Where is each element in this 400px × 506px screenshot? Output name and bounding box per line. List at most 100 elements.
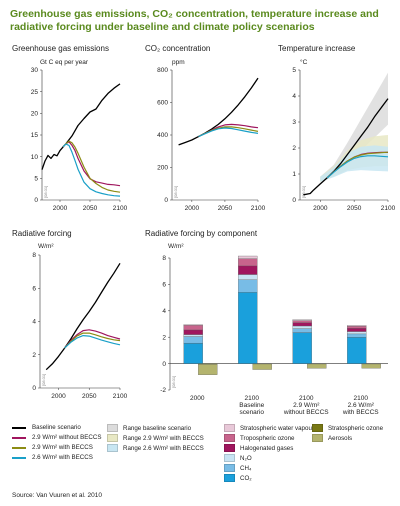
- legend-item: CH₄: [224, 464, 251, 472]
- uncertainty-range-band: [320, 145, 388, 182]
- bar-segment-halogenated: [238, 265, 258, 275]
- series-line-s26: [326, 155, 389, 179]
- legend-swatch: [224, 434, 235, 442]
- y-tick-label: 0: [162, 361, 166, 368]
- x-tick-label: 2050: [218, 205, 233, 212]
- bar-segment-ch4: [238, 279, 258, 293]
- bar-segment-trop_ozone: [183, 325, 203, 331]
- series-line-bau29: [198, 123, 259, 138]
- legend-label: CO₂: [240, 474, 252, 482]
- legend-item: Range 2.9 W/m² with BECCS: [107, 434, 204, 442]
- legend-swatch: [224, 444, 235, 452]
- legend-swatch: [312, 434, 323, 442]
- panel-title-temperature: Temperature increase: [278, 44, 356, 53]
- ylabel-forcing-components: W/m²: [168, 243, 184, 250]
- y-tick-label: 0: [292, 197, 296, 204]
- legend-item: N₂O: [224, 454, 252, 462]
- legend-label: Stratospheric water vapour: [240, 424, 314, 432]
- series-line-baseline: [41, 83, 121, 170]
- legend-label: Baseline scenario: [32, 424, 81, 431]
- category-label: with BECCS: [342, 409, 379, 416]
- legend-swatch: [12, 456, 26, 459]
- legend-label: Tropospheric ozone: [240, 434, 295, 442]
- legend-swatch: [224, 424, 235, 432]
- legend-item: Tropospheric ozone: [224, 434, 294, 442]
- y-tick-label: 5: [34, 176, 38, 183]
- source-note: Source: Van Vuuren et al. 2010: [12, 492, 102, 499]
- y-tick-label: 15: [31, 132, 39, 139]
- x-tick-label: 2100: [381, 205, 396, 212]
- legend-label: 2.6 W/m² with BECCS: [32, 454, 93, 461]
- x-tick-label: 2100: [113, 205, 128, 212]
- y-tick-label: 10: [31, 154, 39, 161]
- ylabel-forcing: W/m²: [38, 243, 54, 250]
- bar-segment-strat_water: [347, 325, 367, 327]
- bar-segment-ch4: [183, 336, 203, 344]
- legend-item: Stratospheric ozone: [312, 424, 383, 432]
- legend-item: Aerosols: [312, 434, 352, 442]
- y-tick-label: 8: [32, 252, 36, 259]
- bar-segment-ch4: [292, 328, 312, 333]
- x-tick-label: 2000: [51, 393, 66, 400]
- legend-item: Range baseline scenario: [107, 424, 191, 432]
- category-label: 2100: [299, 395, 314, 402]
- y-tick-label: 4: [32, 319, 36, 326]
- legend-label: Halogenated gases: [240, 444, 294, 452]
- legend-swatch: [224, 474, 235, 482]
- x-tick-label: 2100: [251, 205, 266, 212]
- y-tick-label: 4: [162, 308, 166, 315]
- category-label: 2000: [190, 395, 205, 402]
- bar-segment-aerosols: [198, 364, 218, 375]
- legend-swatch: [107, 444, 118, 452]
- y-tick-label: 0: [32, 385, 36, 392]
- y-tick-label: 2: [162, 334, 166, 341]
- category-label: Baseline: [239, 402, 264, 409]
- figure-title: Greenhouse gas emissions, CO₂ concentrat…: [10, 8, 379, 33]
- series-line-s29: [62, 140, 121, 193]
- x-tick-label: 2000: [185, 205, 200, 212]
- legend-item: Range 2.6 W/m² with BECCS: [107, 444, 204, 452]
- bar-segment-aerosols: [361, 363, 381, 369]
- x-tick-label: 2000: [53, 205, 68, 212]
- bar-segment-strat_water: [238, 255, 258, 259]
- y-tick-label: 2: [292, 145, 296, 152]
- figure-id-label: [08.01]: [173, 186, 178, 198]
- bar-segment-n2o: [183, 334, 203, 337]
- bar-segment-trop_ozone: [292, 320, 312, 323]
- bar-segment-n2o: [292, 325, 312, 329]
- bar-segment-co2: [347, 337, 367, 364]
- panel-title-co2: CO₂ concentration: [145, 44, 211, 53]
- figure-id-label: [08.01]: [43, 186, 48, 198]
- category-label: 2100: [354, 395, 369, 402]
- x-tick-label: 2000: [313, 205, 328, 212]
- ylabel-emissions: Gt C eq per year: [40, 59, 89, 66]
- figure-id-label: [08.01]: [171, 376, 176, 388]
- bar-segment-halogenated: [183, 329, 203, 335]
- legend-label: Range baseline scenario: [123, 424, 192, 432]
- y-tick-label: 20: [31, 111, 39, 118]
- y-tick-label: 600: [157, 100, 168, 107]
- bar-segment-trop_ozone: [238, 258, 258, 267]
- legend-item: 2.6 W/m² with BECCS: [12, 454, 93, 461]
- panel-title-forcing: Radiative forcing: [12, 229, 72, 238]
- y-tick-label: 0: [164, 197, 168, 204]
- bar-segment-co2: [292, 332, 312, 364]
- legend-label: 2.9 W/m² without BECCS: [32, 434, 102, 441]
- series-line-s26: [62, 143, 121, 197]
- legend-item: Stratospheric water vapour: [224, 424, 314, 432]
- y-tick-label: 400: [157, 132, 168, 139]
- y-tick-label: 3: [292, 119, 296, 126]
- bar-segment-aerosols: [307, 363, 327, 369]
- series-line-s26: [64, 335, 121, 349]
- legend-label: N₂O: [240, 454, 252, 462]
- category-label: 2.9 W/m²: [293, 402, 320, 409]
- legend-item: 2.9 W/m² without BECCS: [12, 434, 101, 441]
- x-tick-label: 2050: [83, 205, 98, 212]
- series-line-s26: [198, 127, 259, 138]
- category-label: 2.6 W/m²: [348, 402, 375, 409]
- bar-segment-strat_water: [292, 319, 312, 321]
- series-line-bau29: [64, 329, 121, 349]
- x-tick-label: 2050: [347, 205, 362, 212]
- legend-label: 2.9 W/m² with BECCS: [32, 444, 93, 451]
